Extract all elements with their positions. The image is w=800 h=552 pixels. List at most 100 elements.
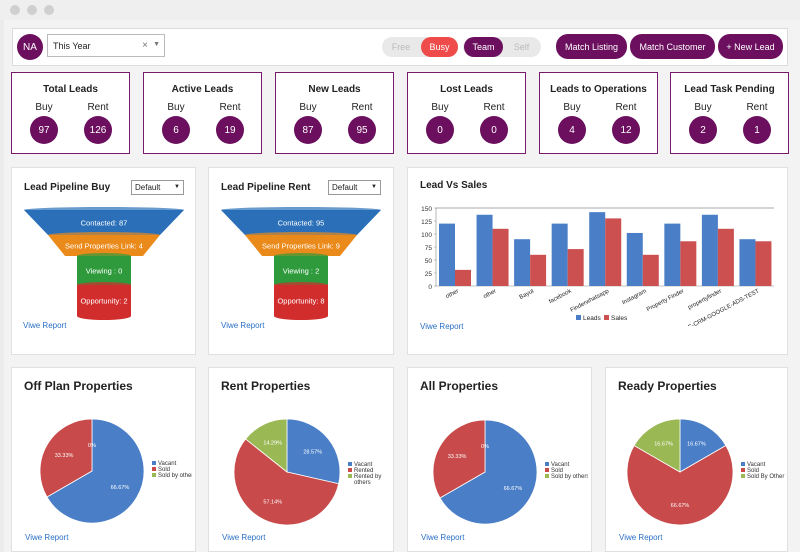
funnel-stage[interactable] [274, 256, 328, 285]
pie-value-label: 28.57% [303, 450, 322, 456]
stat-card[interactable]: Active Leads Buy Rent 6 19 [143, 72, 262, 154]
bar-leads[interactable] [664, 223, 681, 286]
stat-left-value[interactable]: 6 [162, 116, 190, 144]
match-customer-button[interactable]: Match Customer [630, 34, 715, 59]
bar-leads[interactable] [514, 239, 531, 286]
stat-right-label: Rent [615, 102, 637, 113]
pie-slice[interactable] [439, 419, 538, 525]
funnel-stage[interactable] [221, 210, 381, 235]
stat-right-value[interactable]: 12 [612, 116, 640, 144]
stat-left-value[interactable]: 97 [30, 116, 58, 144]
pipeline-buy-funnel: Contacted: 87 Send Properties Link: 4 View… [24, 207, 184, 320]
funnel-stage[interactable] [48, 235, 160, 256]
pie-report-link[interactable]: Viwe Report [222, 533, 266, 542]
pie-panel-title: All Properties [420, 379, 499, 393]
pie-slice[interactable] [233, 438, 340, 526]
funnel-stage-rim [77, 253, 131, 259]
stat-right-value[interactable]: 19 [216, 116, 244, 144]
bar-sales[interactable] [492, 228, 509, 286]
bar-leads[interactable] [701, 214, 718, 286]
self-toggle[interactable]: Self [513, 42, 530, 52]
chevron-down-icon[interactable]: ▼ [153, 41, 160, 48]
pie-panel: All Properties 66.67% 33.33% 0% Vacant Sold So… [407, 367, 592, 552]
funnel-stage[interactable] [77, 256, 131, 285]
pipeline-buy-select[interactable]: Default ▼ [131, 180, 184, 195]
funnel-stage[interactable] [245, 235, 357, 256]
bar-sales[interactable] [717, 228, 734, 286]
legend-label: Sales [611, 315, 628, 322]
bar-leads[interactable] [626, 232, 643, 286]
bar-leads[interactable] [589, 212, 606, 286]
avatar[interactable]: NA [17, 34, 43, 60]
stat-card[interactable]: Total Leads Buy Rent 97 126 [11, 72, 130, 154]
pipeline-buy-select-value: Default [135, 183, 161, 192]
pie-slice[interactable] [679, 418, 727, 473]
close-icon[interactable]: × [142, 40, 148, 51]
pie-slice[interactable] [633, 418, 681, 473]
pie-slice[interactable] [39, 418, 93, 498]
pie-report-link[interactable]: Viwe Report [619, 533, 663, 542]
window-minimize-dot[interactable] [27, 5, 37, 15]
funnel-stage[interactable] [24, 210, 184, 235]
bar-sales[interactable] [680, 241, 697, 286]
bar-sales[interactable] [455, 269, 471, 286]
window-zoom-dot[interactable] [44, 5, 54, 15]
stat-left-value[interactable]: 0 [426, 116, 454, 144]
new-lead-button[interactable]: + New Lead [718, 34, 783, 59]
legend-swatch [545, 468, 549, 472]
bar-sales[interactable] [530, 254, 547, 286]
match-listing-button[interactable]: Match Listing [556, 34, 627, 59]
bar-sales[interactable] [605, 218, 622, 286]
funnel-stage[interactable] [77, 285, 131, 316]
bar-leads[interactable] [476, 214, 493, 286]
legend-swatch [152, 461, 156, 465]
stat-right-value[interactable]: 126 [84, 116, 112, 144]
pie-slice[interactable] [286, 418, 341, 485]
lead-vs-sales-report-link[interactable]: Viwe Report [420, 322, 464, 331]
bar-leads[interactable] [439, 223, 455, 286]
pipeline-rent-report-link[interactable]: Viwe Report [221, 321, 265, 330]
x-tick-label: propertyfinder [687, 288, 723, 311]
funnel-stage-rim [24, 207, 184, 213]
stat-card[interactable]: New Leads Buy Rent 87 95 [275, 72, 394, 154]
window-close-dot[interactable] [10, 5, 20, 15]
period-select[interactable]: This Year × ▼ [47, 34, 165, 57]
stat-card[interactable]: Lead Task Pending Buy Rent 2 1 [670, 72, 789, 154]
pie-panel: Off Plan Properties 66.67% 33.33% 0% Vacant S… [11, 367, 196, 552]
stat-left-value[interactable]: 87 [294, 116, 322, 144]
pipeline-buy-report-link[interactable]: Viwe Report [23, 321, 67, 330]
pie-slice[interactable] [626, 444, 734, 526]
pie-slice[interactable] [244, 418, 288, 473]
team-toggle[interactable]: Team [464, 37, 503, 57]
stat-right-value[interactable]: 95 [348, 116, 376, 144]
stat-card[interactable]: Leads to Operations Buy Rent 4 12 [539, 72, 658, 154]
stat-left-value[interactable]: 2 [689, 116, 717, 144]
busy-toggle[interactable]: Busy [421, 37, 458, 57]
stat-right-label: Rent [351, 102, 373, 113]
pipeline-rent-select[interactable]: Default ▼ [328, 180, 381, 195]
pie-slice[interactable] [432, 419, 486, 499]
stat-card-title: Total Leads [43, 84, 98, 95]
legend-label: Vacant [747, 462, 766, 468]
funnel-stage-rim [221, 207, 381, 213]
stat-right-value[interactable]: 1 [743, 116, 771, 144]
bar-leads[interactable] [739, 239, 756, 286]
lead-vs-sales-chart: 0 25 50 75 100 125 150 other other Bayut facebookF… [421, 206, 774, 326]
pie-slice[interactable] [46, 418, 145, 524]
stat-left-label: Buy [167, 102, 185, 113]
pipeline-rent-panel: Lead Pipeline Rent Default ▼ Contacted: 9… [208, 167, 394, 355]
stat-left-value[interactable]: 4 [558, 116, 586, 144]
pie-report-link[interactable]: Viwe Report [25, 533, 69, 542]
pie-panel-title: Rent Properties [221, 379, 311, 393]
stat-right-value[interactable]: 0 [480, 116, 508, 144]
bar-sales[interactable] [642, 254, 659, 286]
bar-sales[interactable] [755, 241, 772, 286]
funnel-stage[interactable] [274, 285, 328, 316]
free-toggle[interactable]: Free [391, 42, 411, 52]
legend-label: Sold by others [158, 473, 192, 479]
x-tick-label: facebook [548, 288, 573, 305]
bar-sales[interactable] [567, 249, 584, 286]
pie-report-link[interactable]: Viwe Report [421, 533, 465, 542]
stat-card[interactable]: Lost Leads Buy Rent 0 0 [407, 72, 526, 154]
bar-leads[interactable] [551, 223, 568, 286]
